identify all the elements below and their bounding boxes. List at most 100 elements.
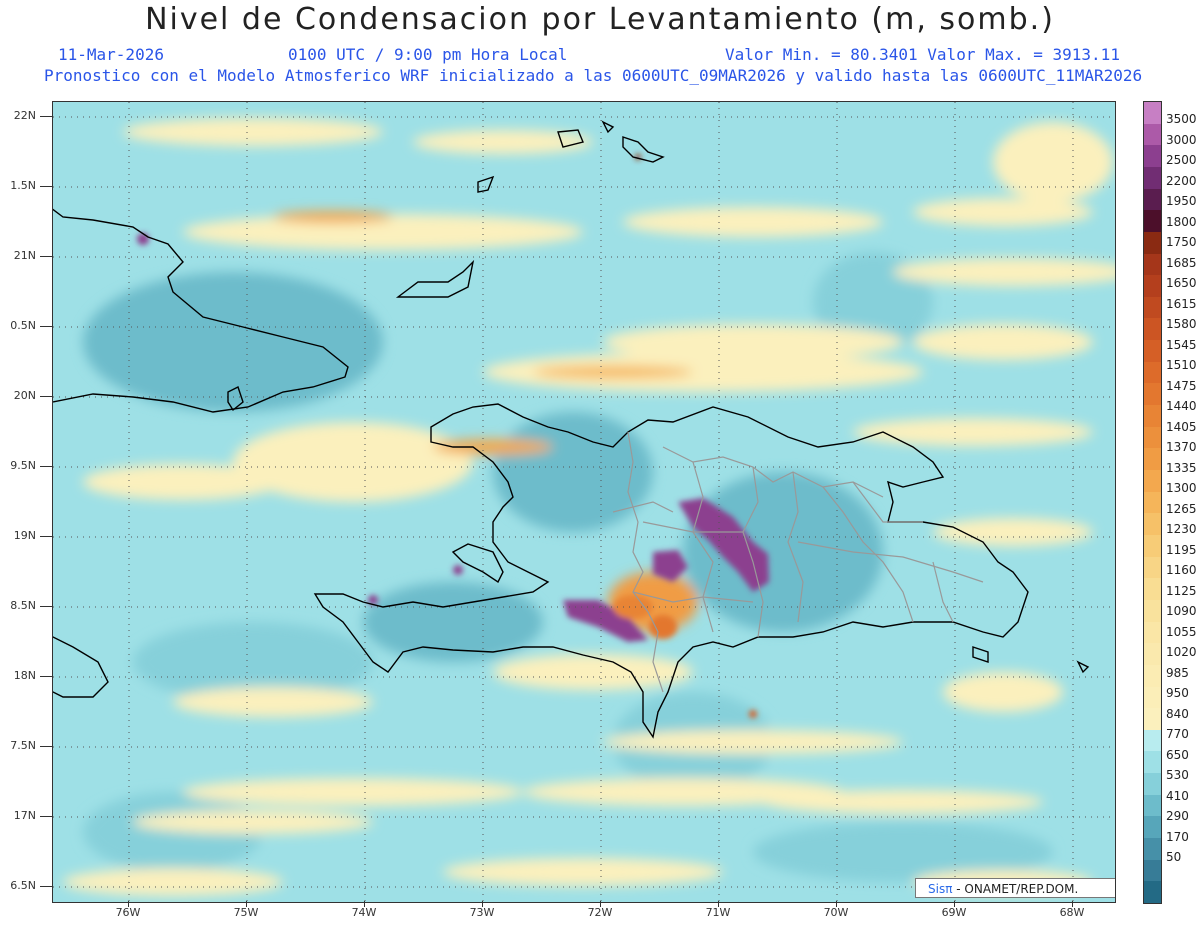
lat-tick: [40, 886, 52, 887]
lat-tick: [40, 186, 52, 187]
lat-label: 0.5N: [10, 319, 36, 332]
legend-label: 1615: [1166, 296, 1197, 311]
legend-swatch: [1144, 816, 1161, 839]
legend-label: 840: [1166, 706, 1189, 721]
min-max-values: Valor Min. = 80.3401 Valor Max. = 3913.1…: [725, 45, 1120, 64]
lat-label: 22N: [13, 109, 36, 122]
legend-swatch: [1144, 275, 1161, 298]
lon-tick: [364, 901, 365, 907]
lat-label: 21N: [13, 249, 36, 262]
lat-label: 9.5N: [10, 459, 36, 472]
lat-tick: [40, 396, 52, 397]
lat-tick: [40, 326, 52, 327]
legend-label: 770: [1166, 727, 1189, 741]
legend-label: 1580: [1166, 317, 1197, 331]
legend-swatch: [1144, 708, 1161, 731]
legend-swatch: [1144, 166, 1161, 190]
lat-label: 6.5N: [10, 879, 36, 892]
legend-swatch: [1144, 318, 1161, 341]
legend-label: 950: [1166, 686, 1189, 700]
lon-tick: [246, 901, 247, 907]
legend-label: 170: [1166, 829, 1189, 844]
legend-swatch: [1144, 794, 1161, 817]
lon-tick: [482, 901, 483, 907]
sispi-logo: Sisπ: [928, 882, 953, 896]
lon-tick: [1072, 901, 1073, 907]
legend-label: 530: [1166, 768, 1189, 782]
legend-swatch: [1144, 599, 1161, 623]
legend-label: 1750: [1166, 235, 1197, 249]
map-title: Nivel de Condensacion por Levantamiento …: [145, 2, 1055, 37]
legend-swatch: [1144, 621, 1161, 644]
lon-label: 72W: [587, 906, 613, 919]
lat-tick: [40, 676, 52, 677]
legend-label: 1650: [1166, 276, 1197, 290]
legend-swatch: [1144, 123, 1161, 146]
legend-label: 1440: [1166, 399, 1197, 413]
legend-label: 1300: [1166, 481, 1197, 495]
legend-swatch: [1144, 253, 1161, 276]
legend-swatch: [1144, 210, 1161, 233]
legend-swatch: [1144, 102, 1161, 125]
lon-label: 76W: [115, 906, 141, 919]
lcl-field-shading: [63, 118, 1115, 896]
lon-tick: [836, 901, 837, 907]
lon-label: 74W: [351, 906, 377, 919]
legend-label: 1545: [1166, 337, 1197, 352]
legend-swatch: [1144, 405, 1161, 428]
legend-swatch: [1144, 188, 1161, 211]
legend-label: 3000: [1166, 132, 1197, 147]
model-info: Pronostico con el Modelo Atmosferico WRF…: [44, 66, 1143, 85]
credit-text: - ONAMET/REP.DOM.: [952, 882, 1079, 896]
legend-label: 50: [1166, 850, 1182, 864]
legend-swatch: [1144, 296, 1161, 319]
lon-tick: [954, 901, 955, 907]
lat-tick: [40, 116, 52, 117]
color-legend: [1143, 101, 1162, 904]
legend-swatch: [1144, 729, 1161, 752]
map-canvas: [53, 102, 1115, 902]
province-borders: [612, 431, 984, 693]
legend-label: 1265: [1166, 501, 1197, 516]
legend-label: 2200: [1166, 173, 1197, 188]
legend-swatch: [1144, 361, 1161, 384]
lcl-map: Sisπ - ONAMET/REP.DOM.: [52, 101, 1116, 903]
legend-label: 1335: [1166, 460, 1197, 475]
lat-tick: [40, 606, 52, 607]
legend-label: 290: [1166, 809, 1189, 823]
lat-tick: [40, 536, 52, 537]
legend-label: 1125: [1166, 583, 1197, 598]
forecast-time: 0100 UTC / 9:00 pm Hora Local: [288, 45, 568, 64]
legend-swatch: [1144, 470, 1161, 493]
lat-label: 19N: [13, 529, 36, 542]
lat-label: 7.5N: [10, 739, 36, 752]
legend-swatch: [1144, 578, 1161, 601]
legend-label: 1405: [1166, 419, 1197, 434]
legend-swatch: [1144, 881, 1161, 904]
legend-label: 1020: [1166, 645, 1197, 659]
coastlines: [53, 120, 1090, 739]
legend-swatch: [1144, 231, 1161, 255]
lat-label: 18N: [13, 669, 36, 682]
legend-swatch: [1144, 859, 1161, 882]
legend-swatch: [1144, 838, 1161, 861]
lon-label: 70W: [823, 906, 849, 919]
legend-label: 410: [1166, 788, 1189, 803]
legend-swatch: [1144, 534, 1161, 558]
legend-swatch: [1144, 513, 1161, 536]
lat-label: 8.5N: [10, 599, 36, 612]
lon-label: 75W: [233, 906, 259, 919]
legend-label: 1055: [1166, 624, 1197, 639]
high-lcl-cores: [137, 154, 769, 718]
legend-label: 985: [1166, 665, 1189, 680]
lat-tick: [40, 746, 52, 747]
legend-label: 1195: [1166, 542, 1197, 557]
lat-label: 1.5N: [10, 179, 36, 192]
legend-swatch: [1144, 556, 1161, 579]
legend-swatch: [1144, 643, 1161, 666]
lat-tick: [40, 256, 52, 257]
legend-label: 1685: [1166, 255, 1197, 270]
legend-label: 1160: [1166, 563, 1197, 577]
lon-label: 73W: [469, 906, 495, 919]
lat-tick: [40, 466, 52, 467]
